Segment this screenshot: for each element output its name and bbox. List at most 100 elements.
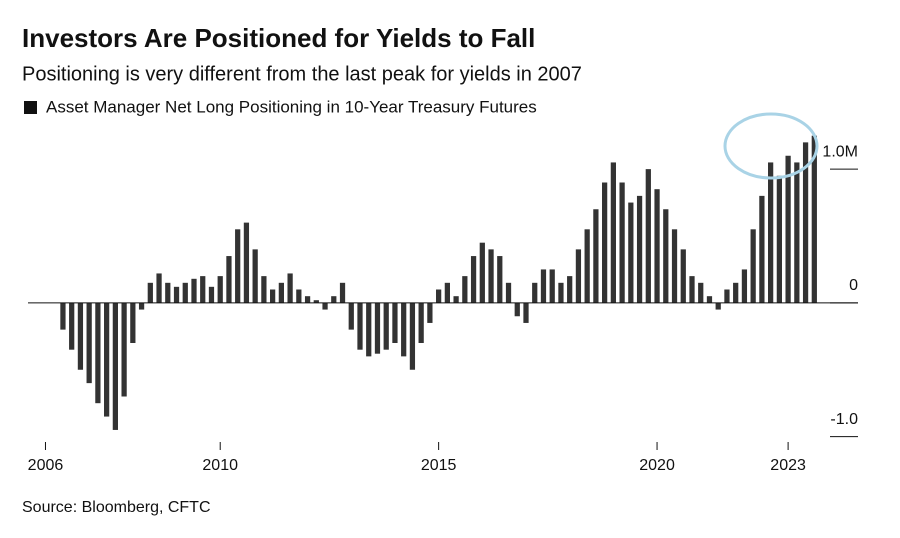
- bar: [322, 302, 328, 310]
- x-tick-label: 2023: [770, 457, 806, 474]
- bar: [418, 302, 424, 343]
- bar: [514, 302, 520, 317]
- bar: [261, 276, 267, 303]
- bar: [532, 282, 538, 303]
- bar: [671, 229, 678, 303]
- bar: [811, 135, 817, 303]
- x-tick-label: 2015: [421, 457, 457, 474]
- bar: [505, 282, 512, 303]
- bar: [628, 202, 634, 303]
- bar: [602, 182, 608, 303]
- bar: [77, 302, 84, 370]
- bar: [112, 302, 118, 430]
- bar: [733, 282, 739, 303]
- bar: [706, 296, 713, 303]
- bar: [488, 249, 494, 303]
- bar: [156, 273, 162, 303]
- bar: [392, 302, 398, 343]
- legend-swatch: [24, 101, 37, 114]
- bar: [453, 296, 459, 303]
- bar: [130, 302, 136, 343]
- bar: [121, 302, 127, 397]
- bar: [715, 302, 721, 310]
- bar: [147, 282, 153, 303]
- bar: [200, 276, 206, 303]
- bar: [95, 302, 101, 404]
- bar: [138, 302, 145, 310]
- bar: [610, 162, 616, 303]
- y-tick-label: 0: [849, 277, 858, 294]
- bar: [173, 286, 180, 303]
- bar: [584, 229, 590, 303]
- bar: [252, 249, 258, 303]
- bar: [217, 276, 223, 303]
- bar: [436, 289, 442, 303]
- x-tick-label: 2020: [639, 457, 675, 474]
- bar: [86, 302, 92, 384]
- bar: [759, 195, 765, 303]
- source: Source: Bloomberg, CFTC: [22, 499, 211, 516]
- bar: [540, 269, 547, 303]
- bar: [296, 289, 302, 303]
- bar: [287, 273, 293, 303]
- bar: [208, 286, 215, 303]
- bar: [339, 282, 346, 303]
- bar: [278, 282, 284, 303]
- x-tick-label: 2006: [28, 457, 64, 474]
- bar: [479, 242, 485, 303]
- bar: [680, 249, 686, 303]
- bar: [409, 302, 416, 370]
- bar: [243, 222, 250, 303]
- highlight-circle: [723, 112, 819, 180]
- bar: [383, 302, 389, 350]
- chart-title: Investors Are Positioned for Yields to F…: [22, 23, 535, 53]
- bar: [567, 276, 573, 303]
- bar: [619, 182, 625, 303]
- bar: [549, 269, 555, 303]
- bar: [497, 256, 503, 303]
- y-tick-label: -1.0: [830, 411, 858, 428]
- bar: [348, 302, 354, 330]
- bar: [165, 282, 171, 303]
- bar: [768, 162, 774, 303]
- bar: [724, 289, 730, 303]
- bar: [69, 302, 75, 350]
- bar: [645, 169, 651, 303]
- plot: 1.0M 0 -1.0 2006 2010 2015 2020 2023: [28, 135, 858, 474]
- bar: [776, 175, 782, 303]
- bar: [575, 249, 582, 303]
- bar: [182, 282, 188, 303]
- bar: [226, 256, 232, 303]
- bar: [750, 229, 756, 303]
- bar: [313, 300, 319, 303]
- bar: [304, 296, 311, 303]
- bar: [785, 155, 791, 303]
- x-tick-label: 2010: [202, 457, 238, 474]
- chart-subtitle: Positioning is very different from the l…: [22, 63, 582, 85]
- bar: [741, 269, 748, 303]
- bar: [191, 278, 197, 303]
- legend-label: Asset Manager Net Long Positioning in 10…: [46, 97, 537, 116]
- bar: [523, 302, 529, 323]
- bar: [794, 162, 800, 303]
- bar: [270, 289, 276, 303]
- bar: [470, 256, 477, 303]
- bar: [593, 209, 599, 303]
- bar: [444, 282, 450, 303]
- bar: [366, 302, 372, 357]
- bar: [357, 302, 363, 350]
- bar: [654, 189, 660, 303]
- bar: [331, 296, 337, 303]
- bar: [401, 302, 407, 357]
- bar: [235, 229, 241, 303]
- bar: [104, 302, 110, 417]
- bar: [374, 302, 381, 354]
- bar: [698, 282, 704, 303]
- bar: [462, 276, 468, 303]
- y-tick-label: 1.0M: [822, 143, 858, 160]
- bar: [689, 276, 695, 303]
- bar: [663, 209, 669, 303]
- bar: [802, 142, 809, 303]
- bar: [636, 195, 643, 303]
